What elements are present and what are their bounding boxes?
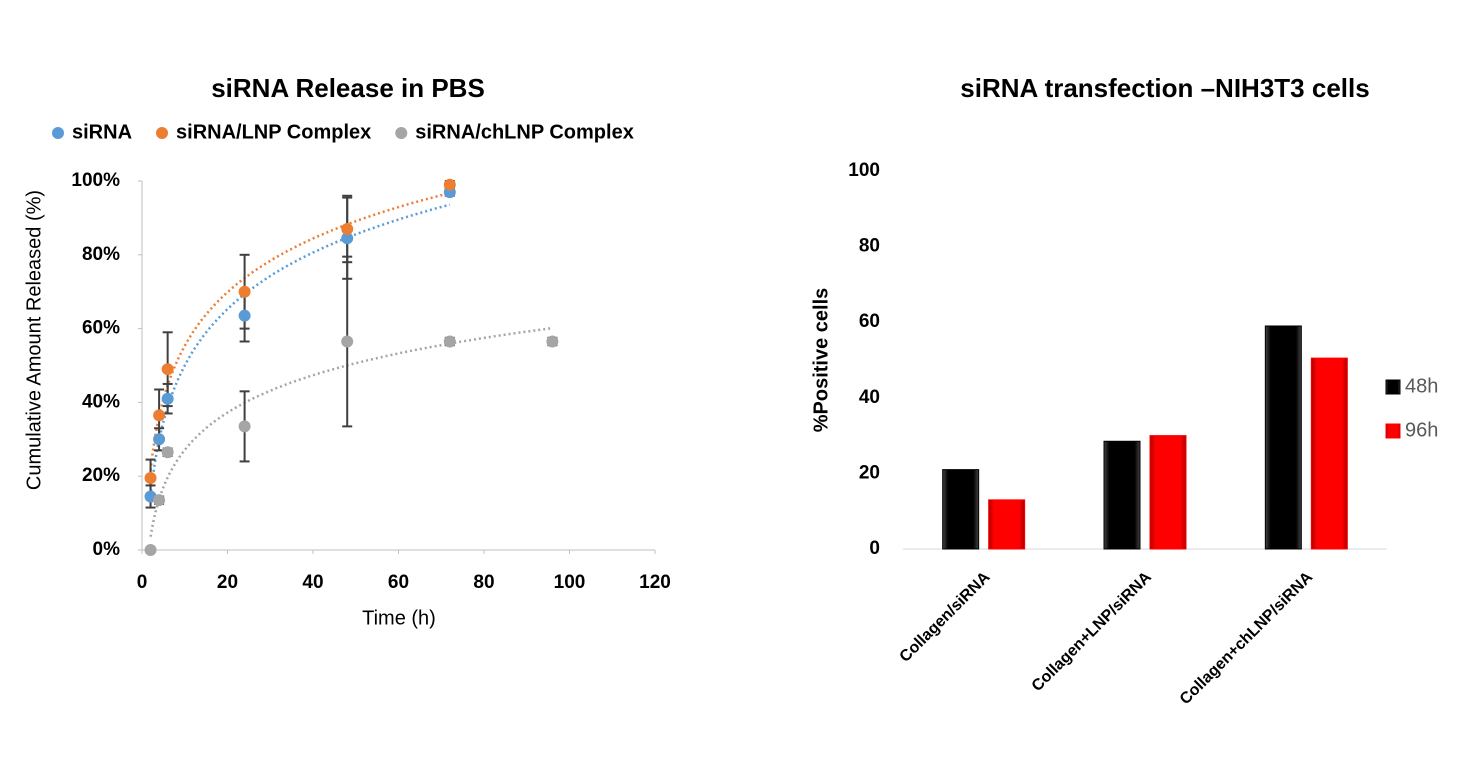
bar xyxy=(988,499,1026,550)
point xyxy=(341,232,354,245)
y-tick-label: 20 xyxy=(859,462,880,483)
x-axis-title: Time (h) xyxy=(362,607,436,629)
x-tick-label: 20 xyxy=(217,572,238,593)
bar xyxy=(1103,440,1141,550)
trendline xyxy=(149,326,553,537)
x-tick-label: 120 xyxy=(639,572,671,593)
bar xyxy=(1149,435,1187,550)
point xyxy=(153,494,166,507)
y-tick-label: 100 xyxy=(848,160,880,181)
legend-marker xyxy=(52,127,64,139)
y-tick-label: 80 xyxy=(859,236,880,257)
chart-title: siRNA Release in PBS xyxy=(211,73,485,103)
point xyxy=(238,420,251,433)
point xyxy=(161,392,174,405)
x-tick-label: 80 xyxy=(473,572,494,593)
point xyxy=(238,285,251,298)
legend-label: 48h xyxy=(1405,375,1438,397)
y-tick-label: 0 xyxy=(869,538,880,559)
x-tick-label: Collagen+chLNP/siRNA xyxy=(1177,568,1317,708)
legend-label: siRNA/chLNP Complex xyxy=(415,121,634,143)
point xyxy=(161,446,174,459)
y-tick-label: 40% xyxy=(82,391,120,412)
point xyxy=(238,309,251,322)
point xyxy=(546,335,559,348)
point xyxy=(153,433,166,446)
x-tick-label: 40 xyxy=(302,572,323,593)
x-tick-label: Collagen/siRNA xyxy=(897,568,994,665)
legend-marker xyxy=(1385,423,1401,439)
point xyxy=(443,178,456,191)
point xyxy=(144,544,157,556)
legend-label: siRNA/LNP Complex xyxy=(176,121,371,143)
y-tick-label: 100% xyxy=(71,170,120,191)
y-tick-label: 60% xyxy=(82,318,120,339)
y-tick-label: 60 xyxy=(859,311,880,332)
point xyxy=(341,222,354,235)
legend-marker xyxy=(395,127,408,139)
x-tick-label: Collagen+LNP/siRNA xyxy=(1029,568,1155,694)
legend-marker xyxy=(156,127,169,139)
legend-label: 96h xyxy=(1405,419,1438,441)
y-tick-label: 80% xyxy=(82,244,120,265)
x-tick-label: 60 xyxy=(388,572,409,593)
y-axis-title: Cumulative Amount Released (%) xyxy=(23,190,45,490)
y-tick-label: 20% xyxy=(82,465,120,486)
point xyxy=(161,363,174,376)
point xyxy=(341,335,354,348)
bar xyxy=(1264,325,1302,550)
bar xyxy=(1310,357,1348,550)
y-tick-label: 0% xyxy=(93,539,121,560)
trendline xyxy=(149,203,451,497)
point xyxy=(443,335,456,348)
chart-title: siRNA transfection –NIH3T3 cells xyxy=(960,73,1369,103)
trendline xyxy=(149,191,451,471)
y-axis-title: %Positive cells xyxy=(810,288,832,433)
point xyxy=(144,472,157,485)
point xyxy=(153,409,166,422)
y-tick-label: 40 xyxy=(859,387,880,408)
legend-marker xyxy=(1385,379,1401,395)
bar xyxy=(942,469,980,550)
x-tick-label: 100 xyxy=(554,572,586,593)
legend-label: siRNA xyxy=(72,121,132,143)
x-tick-label: 0 xyxy=(137,572,148,593)
